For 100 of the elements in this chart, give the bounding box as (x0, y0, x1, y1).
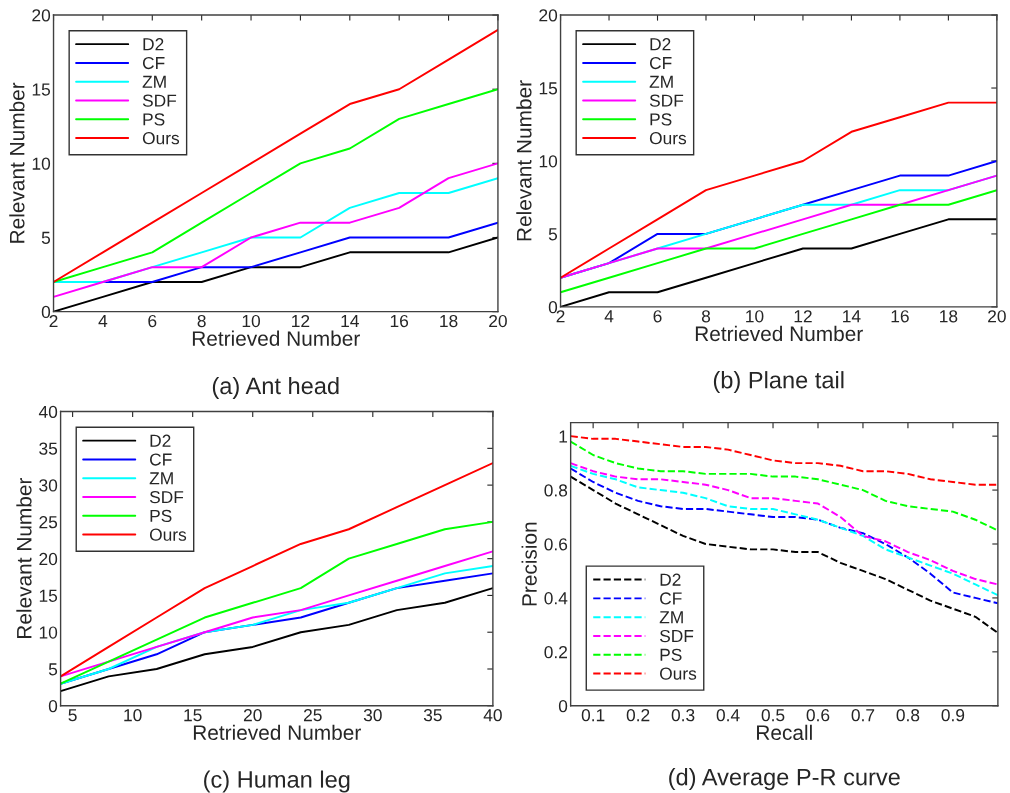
line-series (53, 88, 498, 283)
x-tick-label: 6 (148, 314, 157, 328)
y-tick-label: 35 (39, 442, 58, 455)
y-tick-label: 5 (41, 231, 51, 244)
x-tick-label: 2 (49, 314, 58, 328)
x-tick-label: 10 (746, 310, 764, 323)
x-tick-label: 15 (184, 709, 202, 722)
legend-label: Ours (149, 528, 187, 541)
x-tick-label: 6 (653, 310, 662, 323)
text: (d) Average P-R curve (669, 768, 900, 791)
x-tick-label: 20 (243, 709, 262, 722)
x-axis-title: Retrieved Number (193, 724, 361, 741)
legend-label: PS (660, 648, 682, 661)
y-tick-label: 10 (39, 626, 58, 639)
legend-label: ZM (142, 75, 166, 88)
legend-label: SDF (649, 94, 684, 107)
y-tick-label: 0.2 (544, 646, 567, 659)
x-tick-label: 4 (98, 315, 108, 328)
y-tick-label: 10 (539, 155, 558, 168)
x-tick-label: 0.9 (941, 709, 965, 722)
y-tick-label: 25 (39, 516, 58, 529)
legend-label: PS (150, 509, 172, 523)
y-tick-label: 10 (32, 157, 51, 170)
x-tick-label: 20 (489, 314, 507, 328)
legend-label: CF (142, 56, 165, 70)
x-axis-title: Retrieved Number (192, 330, 360, 346)
line-series (53, 28, 498, 283)
y-tick-label: 0 (41, 305, 51, 319)
line-series (560, 189, 997, 294)
legend-label: D2 (650, 38, 671, 51)
x-tick-label: 16 (390, 314, 409, 328)
line-series (60, 550, 493, 678)
y-tick-label: 20 (39, 552, 58, 566)
x-tick-label: 5 (68, 709, 77, 722)
x-tick-label: 0.3 (671, 709, 695, 722)
legend-label: D2 (143, 38, 164, 51)
legend-label: CF (660, 592, 682, 605)
line-series (60, 587, 493, 693)
x-tick-label: 35 (423, 709, 442, 722)
y-tick-label: 30 (39, 479, 58, 492)
line-series (570, 440, 998, 532)
y-tick-label: 0 (48, 699, 58, 713)
legend-label: CF (649, 56, 672, 70)
y-tick-label: 20 (32, 9, 51, 22)
y-tick-label: 15 (32, 83, 51, 96)
legend-label: ZM (149, 472, 173, 485)
text: (b) Plane tail (713, 371, 844, 394)
y-tick-label: 40 (38, 405, 58, 419)
legend-label: Ours (660, 667, 697, 680)
text: (c) Human leg (204, 770, 350, 793)
legend-label: SDF (659, 629, 694, 643)
x-tick-label: 18 (940, 310, 958, 323)
legend-label: Ours (142, 132, 180, 145)
legend-label: SDF (142, 94, 177, 107)
x-tick-label: 8 (197, 314, 206, 328)
y-tick-label: 0.6 (544, 538, 568, 551)
x-tick-label: 0.5 (761, 709, 785, 722)
x-tick-label: 0.7 (851, 709, 875, 722)
x-tick-label: 14 (341, 315, 359, 328)
legend-label: ZM (659, 611, 683, 624)
y-tick-label: 1 (559, 430, 568, 443)
y-tick-label: 15 (539, 82, 558, 95)
x-tick-label: 0.4 (716, 709, 740, 722)
x-tick-label: 40 (483, 709, 502, 722)
x-tick-label: 0.6 (806, 709, 830, 722)
x-tick-label: 20 (988, 310, 1006, 323)
x-tick-label: 25 (303, 709, 322, 722)
y-axis-title: Relevant Number (9, 82, 25, 243)
y-tick-label: 0.8 (544, 484, 568, 497)
x-tick-label: 0.8 (896, 709, 920, 722)
x-axis-title: Retrieved Number (695, 325, 863, 342)
y-axis-title: Relevant Number (516, 80, 532, 241)
legend-label: PS (650, 113, 672, 126)
y-tick-label: 15 (39, 589, 58, 602)
x-tick-label: 14 (843, 310, 861, 323)
legend-label: Ours (649, 132, 687, 145)
x-tick-label: 10 (242, 314, 261, 328)
y-axis-title: Precision (521, 522, 537, 606)
y-tick-label: 0 (558, 699, 568, 713)
x-tick-label: 2 (556, 310, 565, 323)
x-axis-title: Recall (757, 724, 812, 741)
x-tick-label: 0.2 (626, 709, 650, 722)
text: (a) Ant head (212, 376, 339, 399)
line-series (570, 435, 998, 486)
x-tick-label: 30 (363, 709, 382, 722)
x-tick-label: 8 (701, 310, 711, 323)
x-tick-label: 18 (440, 314, 458, 328)
y-tick-label: 0.4 (544, 592, 568, 605)
x-tick-label: 12 (794, 310, 812, 323)
y-tick-label: 0 (548, 301, 558, 314)
x-tick-label: 10 (124, 709, 142, 722)
legend-label: PS (143, 113, 165, 126)
legend-label: CF (150, 453, 172, 466)
y-tick-label: 5 (548, 228, 558, 241)
legend-label: ZM (649, 75, 673, 88)
y-tick-label: 20 (539, 9, 558, 22)
x-tick-label: 4 (604, 310, 614, 323)
legend-label: D2 (660, 573, 681, 586)
y-axis-title: Relevant Number (16, 477, 32, 639)
line-series (53, 162, 498, 298)
